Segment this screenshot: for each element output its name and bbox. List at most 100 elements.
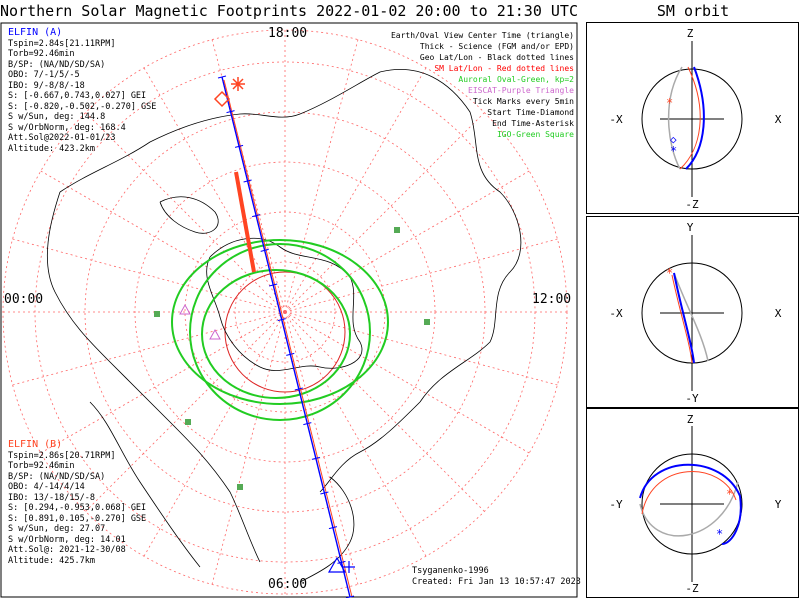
sm-lon-line: [284, 311, 558, 386]
elfin-b-info-line: IBO: 13/-18/15/-8: [8, 492, 95, 503]
tick-mark: [345, 595, 355, 598]
legend-entry: End Time-Asterisk: [492, 119, 574, 128]
elfin-a-info-line: S w/Sun, deg: 144.8: [8, 112, 106, 122]
axis-label-right: X: [775, 113, 782, 126]
footprint-map: [0, 22, 578, 598]
igo-square: [237, 484, 243, 490]
elfin-a-info-line: IBO: 9/-8/8/-18: [8, 80, 85, 91]
elfin-a-info-line: B/SP: (NA/ND/SD/SA): [8, 59, 106, 70]
elfin-a-info-line: Att.Sol@2022-01-01/23: [8, 133, 116, 143]
tick-mark: [311, 456, 320, 460]
earth-outline: [641, 453, 743, 555]
orbit-marker: *: [666, 96, 673, 110]
axis-label-left: -Y: [609, 498, 623, 511]
coastline: [319, 401, 421, 493]
tick-mark: [294, 387, 303, 391]
coastline: [299, 476, 355, 583]
axis-label-left: -X: [609, 307, 623, 320]
orbit-marker: *: [726, 487, 733, 501]
elfin-a-info-line: S w/OrbNorm, deg: 168.4: [8, 122, 126, 133]
orbit-marker: *: [716, 527, 723, 541]
tick-mark: [226, 110, 235, 114]
sm-lon-line: [143, 67, 286, 313]
axis-label-up: Z: [687, 413, 694, 426]
orbit-path-a: [685, 66, 705, 170]
axis-label-down: -Y: [685, 392, 699, 405]
auroral-oval: [154, 227, 430, 490]
elfin-b-name: ELFIN (B): [8, 439, 63, 450]
sm-lon-line: [284, 67, 427, 313]
sm-lon-line: [12, 238, 286, 313]
tick-mark: [234, 144, 244, 148]
coastline: [46, 191, 261, 563]
mlt-label-left: 00:00: [4, 292, 44, 307]
orbit-path-b: [671, 274, 693, 364]
sm-lon-line: [284, 112, 485, 313]
sm-lon-line: [85, 112, 286, 313]
elfin-b-info-line: S: [0.891,0.105,-0.270] GSE: [8, 513, 147, 524]
credits: Tsyganenko-1996 Created: Fri Jan 13 10:5…: [412, 566, 581, 588]
plot-frame: [0, 22, 578, 598]
coastlines: [46, 69, 522, 583]
tick-mark: [277, 318, 286, 322]
orbit-path-a: [673, 272, 695, 364]
sm-lon-line: [85, 311, 286, 512]
legend-entry: SM Lat/Lon - Red dotted lines: [434, 64, 574, 73]
orbit-path-b: [679, 66, 701, 170]
coastline: [59, 69, 522, 403]
elfin-a-info-line: S: [-0.667,0.743,0.027] GEI: [8, 91, 147, 101]
tick-mark: [286, 352, 295, 356]
axis-label-up: Y: [687, 221, 694, 234]
model-name: Tsyganenko-1996: [412, 566, 489, 576]
sm-lon-line: [284, 311, 427, 557]
axis-label-down: -Z: [685, 582, 699, 595]
orbit-path-a: [639, 463, 742, 545]
elfin-a-info-line: Altitude: 423.2km: [8, 143, 95, 154]
end-mark: [343, 561, 355, 573]
tick-mark: [260, 248, 269, 252]
axis-label-right: X: [775, 307, 782, 320]
end-asterisk: [231, 77, 245, 91]
orbit-marker: *: [670, 144, 677, 158]
oval-poleward: [201, 269, 351, 399]
start-diamond: [213, 90, 231, 108]
sm-lon-line: [143, 311, 286, 557]
igo-square: [394, 227, 400, 233]
oval-equatorward: [171, 239, 389, 405]
orbit-path-gray: [639, 481, 739, 537]
legend-entry: Tick Marks every 5min: [472, 97, 574, 106]
sm-lon-line: [284, 238, 558, 313]
axis-label-left: -X: [609, 113, 623, 126]
sm-lon-line: [211, 311, 286, 585]
elfin-a-info: ELFIN (A) Tspin=2.84s[21.11RPM] Torb=92.4…: [8, 27, 157, 154]
elfin-a-info-line: S: [-0.820,-0.502,-0.270] GSE: [8, 101, 157, 112]
sm-lon-line: [12, 311, 286, 386]
geo-pole-circle: [224, 271, 346, 393]
oval-inner: [189, 243, 371, 421]
orbit-marker: ◇: [670, 133, 677, 146]
coastline: [159, 196, 219, 234]
elfin-b-info-line: Tspin=2.86s[20.71RPM]: [8, 450, 116, 461]
tick-mark: [337, 560, 346, 564]
axis-label-right: Y: [775, 498, 782, 511]
orbit-path-gray: [667, 66, 683, 170]
elfin-b-info-line: B/SP: (NA/ND/SD/SA): [8, 471, 106, 482]
legend-entry: IGO-Green Square: [496, 130, 574, 139]
elfin-a-track: [221, 76, 351, 598]
axis-label-down: -Z: [685, 198, 699, 211]
sm-lon-line: [284, 311, 359, 585]
mlt-label-bottom: 06:00: [268, 577, 308, 592]
orbit-panel-yz: Z -Z -Y Y * *: [586, 408, 799, 598]
legend-entry: Thick - Science (FGM and/or EPD): [419, 42, 574, 51]
elfin-b-info: ELFIN (B) Tspin=2.86s[20.71RPM] Torb=92.4…: [8, 439, 147, 566]
elfin-b-info-line: OBO: 4/-14/4/14: [8, 482, 85, 492]
tick-mark: [243, 179, 252, 183]
tick-mark: [320, 491, 329, 495]
orbit-panel-xz: Z-Z-X X*◇*: [586, 22, 799, 214]
legend-entry: EISCAT-Purple Triangle: [468, 86, 574, 95]
eiscat-triangle: [179, 303, 191, 315]
coastline: [206, 237, 363, 371]
orbit-title: SM orbit: [656, 2, 730, 20]
elfin-b-info-line: Altitude: 425.7km: [8, 555, 95, 566]
mlt-label-top: 18:00: [268, 26, 308, 41]
